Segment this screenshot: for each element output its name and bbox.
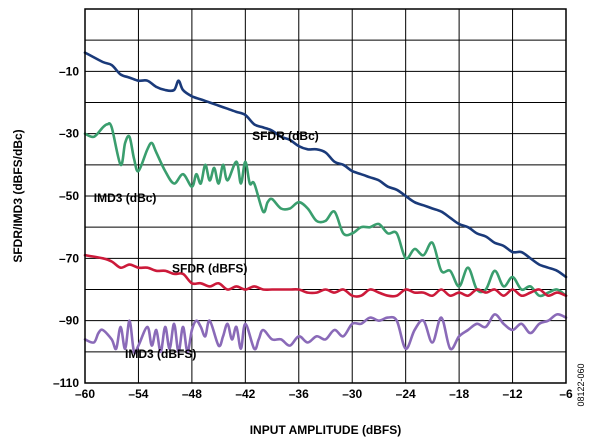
series-line-imd3-dbc <box>83 122 568 298</box>
series-label: SFDR (dBc) <box>252 129 319 143</box>
x-tick-label: –42 <box>235 387 255 401</box>
series-line-sfdr-dbc <box>83 51 568 279</box>
y-axis-title: SFDR/IMD3 (dBFS/dBc) <box>11 129 25 262</box>
x-tick-label: –54 <box>128 387 148 401</box>
x-axis-title: INPUT AMPLITUDE (dBFS) <box>250 423 402 437</box>
series-line-sfdr-dbfs <box>83 253 568 298</box>
x-tick-label: –30 <box>342 387 362 401</box>
y-tick-label: –10 <box>59 64 79 78</box>
y-tick-label: –90 <box>59 314 79 328</box>
series-line-imd3-dbfs <box>83 313 568 355</box>
x-tick-labels: –60 –54 –48 –42 –36 –30 –24 –18 –12 –6 <box>75 387 573 401</box>
y-tick-label: –30 <box>59 127 79 141</box>
x-tick-label: –12 <box>503 387 523 401</box>
x-tick-label: –60 <box>75 387 95 401</box>
y-tick-label: –70 <box>59 251 79 265</box>
y-tick-label: –110 <box>53 376 79 390</box>
plot-frame <box>84 8 567 384</box>
x-tick-label: –18 <box>449 387 469 401</box>
series-label: IMD3 (dBc) <box>94 191 157 205</box>
grid <box>84 9 567 383</box>
y-tick-label: –50 <box>59 189 79 203</box>
x-tick-label: –24 <box>396 387 416 401</box>
series-label: IMD3 (dBFS) <box>125 347 196 361</box>
y-tick-labels: –10 –30 –50 –70 –90 –110 <box>53 64 79 390</box>
series-labels: SFDR (dBc) IMD3 (dBc) SFDR (dBFS) IMD3 (dBF… <box>94 129 319 361</box>
x-tick-label: –48 <box>182 387 202 401</box>
x-tick-label: –36 <box>289 387 309 401</box>
series-layer <box>83 51 568 355</box>
x-tick-label: –6 <box>559 387 573 401</box>
figure-id: 08122-060 <box>576 363 586 406</box>
series-label: SFDR (dBFS) <box>172 261 247 275</box>
